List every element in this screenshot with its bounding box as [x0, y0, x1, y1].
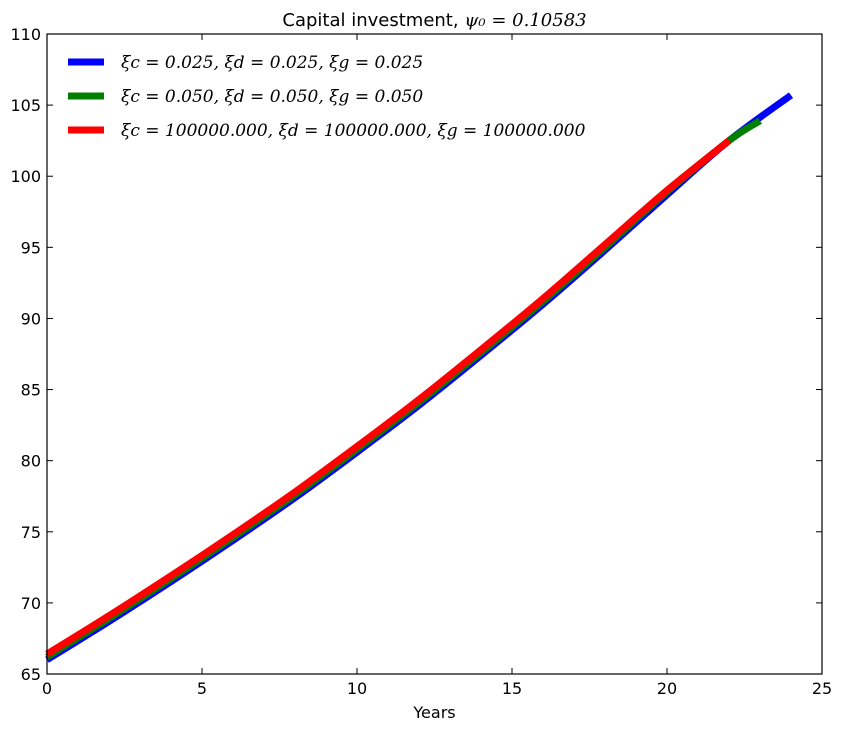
chart-title-math: ψ₀ = 0.10583	[464, 10, 586, 31]
y-tick-label: 110	[10, 25, 41, 44]
y-tick-label: 75	[21, 523, 41, 542]
x-tick-label: 25	[812, 679, 832, 698]
x-tick-label: 0	[42, 679, 52, 698]
x-tick-label: 10	[347, 679, 367, 698]
x-axis-label: Years	[412, 703, 455, 722]
legend-label-3: ξc = 100000.000, ξd = 100000.000, ξg = 1…	[121, 121, 586, 141]
chart-title: Capital investment, ψ₀ = 0.10583	[282, 10, 586, 31]
y-tick-label: 105	[10, 96, 41, 115]
x-tick-label: 15	[502, 679, 522, 698]
y-tick-label: 80	[21, 452, 41, 471]
plot-lines	[47, 95, 791, 660]
y-tick-label: 65	[21, 665, 41, 684]
y-tick-label: 85	[21, 381, 41, 400]
y-tick-label: 95	[21, 238, 41, 257]
legend-label-2: ξc = 0.050, ξd = 0.050, ξg = 0.050	[121, 87, 423, 107]
y-tick-label: 90	[21, 309, 41, 328]
x-tick-label: 5	[197, 679, 207, 698]
legend: ξc = 0.025, ξd = 0.025, ξg = 0.025 ξc = 0…	[68, 53, 586, 141]
legend-label-1: ξc = 0.025, ξd = 0.025, ξg = 0.025	[121, 53, 423, 73]
chart-title-text: Capital investment,	[282, 10, 464, 31]
y-tick-label: 70	[21, 594, 41, 613]
x-tick-label: 20	[657, 679, 677, 698]
y-tick-label: 100	[10, 167, 41, 186]
series-line-3	[47, 141, 729, 654]
